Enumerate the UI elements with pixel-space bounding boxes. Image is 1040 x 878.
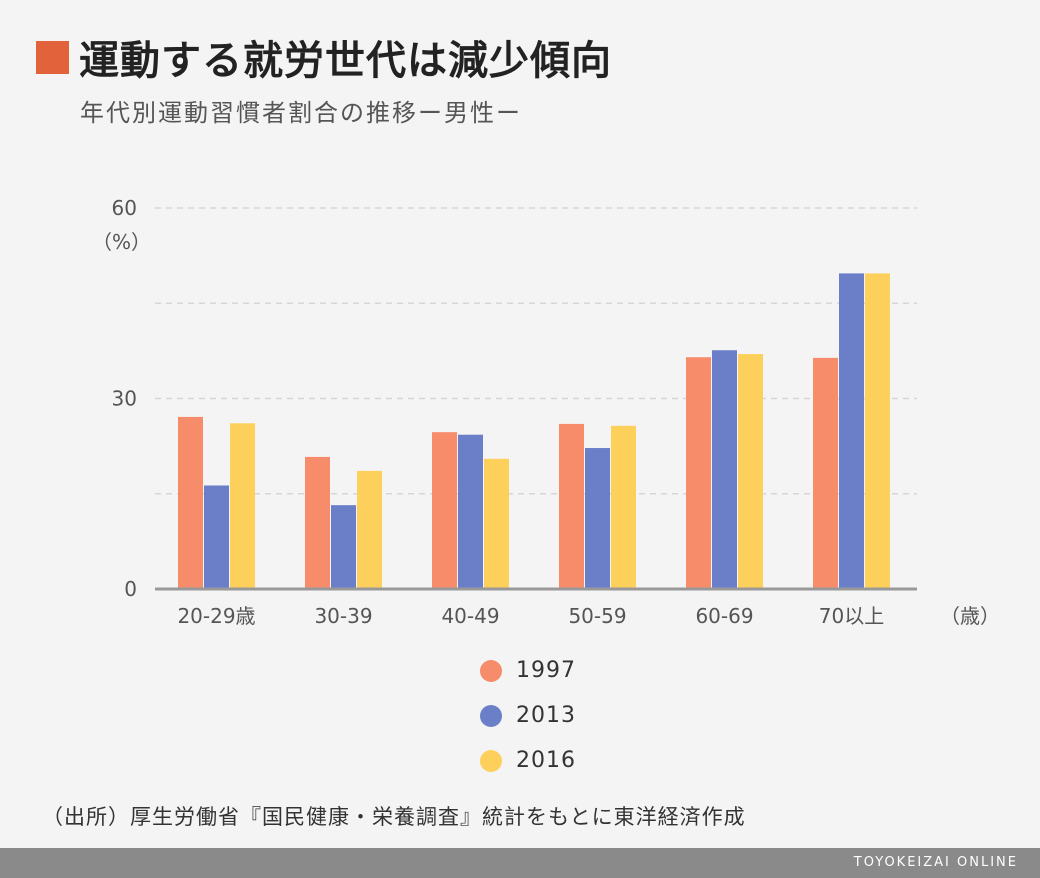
y-tick-label: 30: [112, 387, 137, 411]
x-tick-label: 60-69: [695, 604, 753, 628]
x-axis-label: （歳）: [940, 604, 1000, 628]
bar-1997: [559, 423, 584, 589]
bar-1997: [432, 432, 457, 589]
chart-subtitle: 年代別運動習慣者割合の推移ー男性ー: [80, 99, 522, 127]
x-tick-label: 20-29歳: [177, 604, 255, 628]
legend-label: 2016: [516, 748, 576, 773]
legend-item-2013: 2013: [480, 693, 576, 738]
bar-1997: [178, 416, 203, 589]
bar-1997: [813, 357, 838, 589]
title-block: 運動する就労世代は減少傾向: [36, 28, 612, 86]
legend-swatch: [480, 749, 502, 772]
bar-2013: [839, 273, 864, 589]
bar-1997: [686, 357, 711, 589]
bar-2016: [611, 425, 636, 589]
legend-swatch: [480, 704, 502, 727]
bar-2016: [484, 458, 509, 589]
bar-2013: [204, 485, 229, 589]
bar-2013: [458, 434, 483, 589]
bar-2016: [865, 273, 890, 589]
bar-1997: [305, 456, 330, 589]
bar-2016: [230, 423, 255, 589]
bar-2013: [331, 505, 356, 589]
y-axis-label: （%）: [92, 230, 151, 254]
bar-2013: [585, 448, 610, 589]
bar-2016: [357, 470, 382, 589]
y-tick-label: 60: [112, 196, 137, 220]
chart-title: 運動する就労世代は減少傾向: [79, 38, 612, 84]
source-note: （出所）厚生労働省『国民健康・栄養調査』統計をもとに東洋経済作成: [42, 805, 746, 829]
y-tick-label: 0: [124, 577, 137, 601]
x-tick-label: 40-49: [441, 604, 499, 628]
bar-2013: [712, 350, 737, 589]
footer-bar: TOYOKEIZAI ONLINE: [0, 848, 1040, 878]
legend-label: 1997: [516, 658, 576, 683]
footer-brand: TOYOKEIZAI ONLINE: [853, 855, 1018, 870]
x-tick-label: 50-59: [568, 604, 626, 628]
x-tick-label: 30-39: [314, 604, 372, 628]
legend-label: 2013: [516, 703, 576, 728]
legend-item-1997: 1997: [480, 648, 576, 693]
bar-2016: [738, 354, 763, 589]
legend: 1997 2013 2016: [480, 648, 576, 783]
legend-swatch: [480, 659, 502, 682]
x-tick-label: 70以上: [819, 604, 884, 628]
title-accent-square: [36, 40, 69, 74]
legend-item-2016: 2016: [480, 738, 576, 783]
